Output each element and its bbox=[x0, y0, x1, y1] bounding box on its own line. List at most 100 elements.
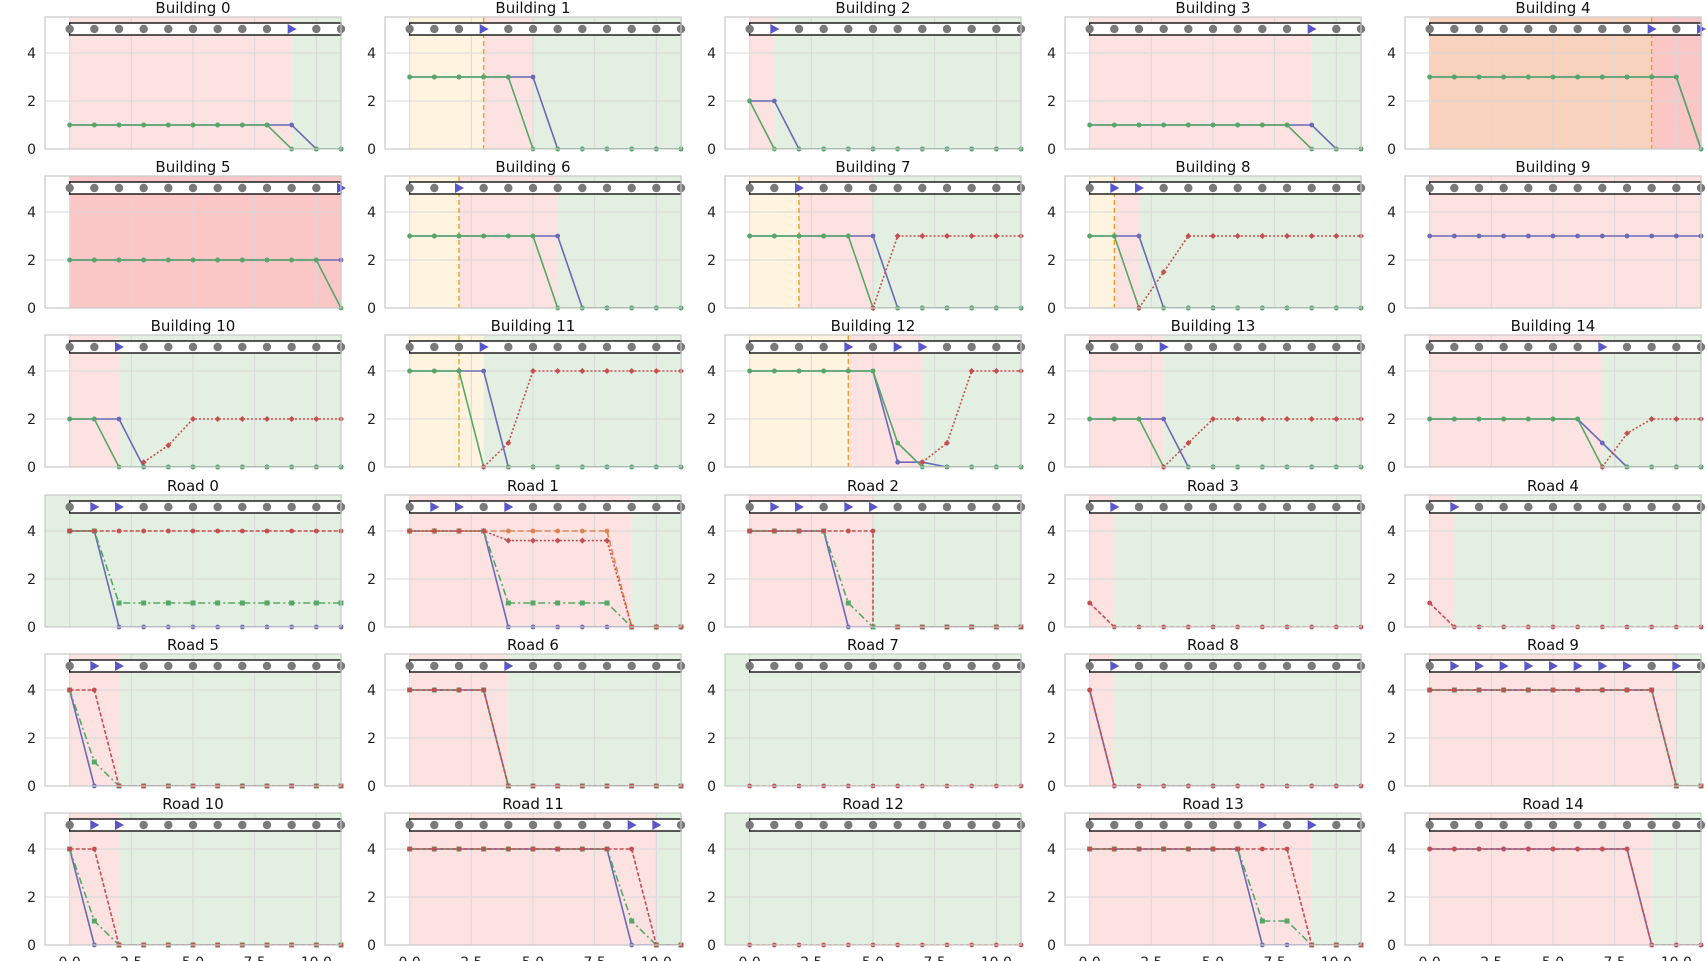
timeline-node bbox=[430, 342, 439, 352]
timeline-node bbox=[262, 661, 272, 671]
series-line bbox=[69, 689, 341, 786]
subplot-title: Road 5 bbox=[167, 636, 219, 654]
series-point bbox=[165, 600, 171, 606]
subplot-title: Road 6 bbox=[507, 636, 559, 654]
subplot-6: 0 2 4 Building 6 bbox=[367, 158, 686, 317]
y-tick-label: 0 bbox=[367, 460, 376, 476]
y-tick-label: 2 bbox=[707, 572, 716, 588]
series-point bbox=[579, 368, 586, 374]
timeline-node bbox=[1110, 342, 1119, 352]
timeline-node bbox=[652, 24, 661, 34]
series-point bbox=[968, 233, 975, 239]
timeline-node bbox=[745, 183, 754, 193]
timeline-node bbox=[918, 502, 927, 512]
timeline-node bbox=[745, 502, 754, 512]
series-point bbox=[554, 368, 561, 374]
subplot-title: Building 2 bbox=[835, 0, 910, 17]
region-green bbox=[656, 813, 681, 945]
timeline-node bbox=[405, 24, 414, 34]
timeline-node bbox=[1233, 661, 1242, 671]
y-tick-label: 4 bbox=[367, 364, 376, 380]
timeline-triangle bbox=[115, 661, 124, 671]
series-point bbox=[1160, 269, 1167, 275]
timeline-node bbox=[1499, 24, 1508, 34]
series-point bbox=[480, 528, 487, 534]
axes-frame bbox=[384, 653, 682, 787]
timeline-bar bbox=[68, 340, 342, 354]
series-point bbox=[140, 459, 147, 466]
series-point bbox=[1501, 74, 1507, 80]
timeline-node bbox=[528, 24, 538, 34]
x-tick-label: 5.0 bbox=[1202, 955, 1224, 961]
y-tick-label: 0 bbox=[367, 938, 376, 954]
region-yellow bbox=[749, 176, 799, 308]
timeline-triangle bbox=[479, 342, 489, 352]
x-tick-label: 10.0 bbox=[641, 955, 672, 961]
timeline-node bbox=[1450, 342, 1459, 352]
series-point bbox=[1284, 122, 1290, 128]
timeline-node bbox=[213, 502, 222, 512]
subplot-24: 0 2 4 Road 9 bbox=[1387, 636, 1706, 795]
timeline-node bbox=[1184, 820, 1193, 830]
timeline-node bbox=[967, 342, 976, 352]
timeline-bar bbox=[408, 181, 682, 195]
timeline-node bbox=[1499, 183, 1508, 193]
y-tick-label: 4 bbox=[1047, 842, 1056, 858]
subplot-title: Building 12 bbox=[831, 317, 916, 335]
series-point bbox=[505, 233, 511, 239]
series-point bbox=[116, 257, 122, 263]
timeline-node bbox=[819, 24, 828, 34]
timeline-node bbox=[164, 661, 173, 671]
series-line bbox=[69, 418, 341, 467]
x-tick-label: 10.0 bbox=[301, 955, 332, 961]
series-line bbox=[409, 689, 681, 786]
series-point bbox=[289, 257, 295, 263]
series-point bbox=[1550, 687, 1556, 693]
series-point bbox=[1648, 416, 1655, 422]
series-point bbox=[215, 122, 221, 128]
series-point bbox=[1599, 74, 1605, 80]
timeline-node bbox=[1425, 183, 1434, 193]
series-point bbox=[407, 687, 413, 693]
timeline-node bbox=[745, 24, 754, 34]
timeline-node bbox=[1208, 342, 1218, 352]
series-point bbox=[1501, 687, 1507, 693]
y-tick-label: 0 bbox=[367, 142, 376, 158]
timeline-triangle bbox=[1549, 661, 1558, 671]
subplot-11: 0 2 4 Building 11 bbox=[367, 317, 686, 476]
series-point bbox=[1451, 687, 1457, 693]
timeline-node bbox=[213, 661, 222, 671]
subplot-4: 0 2 4 Building 4 bbox=[1387, 0, 1706, 158]
x-tick-label: 5.0 bbox=[522, 955, 544, 961]
timeline-node bbox=[1573, 502, 1582, 512]
series-point bbox=[1111, 416, 1117, 422]
timeline-node bbox=[430, 820, 439, 830]
series-point bbox=[505, 537, 512, 544]
timeline-node bbox=[627, 502, 636, 512]
series-point bbox=[1476, 846, 1482, 852]
timeline-triangle bbox=[844, 502, 854, 512]
timeline-node bbox=[139, 820, 148, 830]
series-point bbox=[481, 687, 487, 693]
subplot-17: 0 2 4 Road 2 bbox=[707, 477, 1026, 636]
series-point bbox=[530, 600, 536, 606]
series-point bbox=[845, 528, 851, 534]
timeline-node bbox=[238, 24, 247, 34]
timeline-triangle bbox=[1307, 24, 1317, 34]
series-point bbox=[1210, 846, 1216, 852]
timeline-node bbox=[1499, 820, 1508, 830]
timeline-node bbox=[1450, 24, 1459, 34]
axes-frame bbox=[724, 494, 1022, 628]
timeline-node bbox=[454, 661, 464, 671]
timeline-node bbox=[770, 661, 779, 671]
x-tick-label: 0.0 bbox=[1079, 955, 1101, 961]
timeline-node bbox=[213, 183, 222, 193]
subplot-18: 0 2 4 Road 3 bbox=[1047, 477, 1366, 636]
timeline-node bbox=[405, 502, 414, 512]
series-point bbox=[1427, 687, 1433, 693]
timeline-node bbox=[1332, 661, 1341, 671]
series-point bbox=[313, 257, 319, 263]
axes-frame bbox=[44, 812, 342, 946]
x-tick-label: 0.0 bbox=[739, 955, 761, 961]
